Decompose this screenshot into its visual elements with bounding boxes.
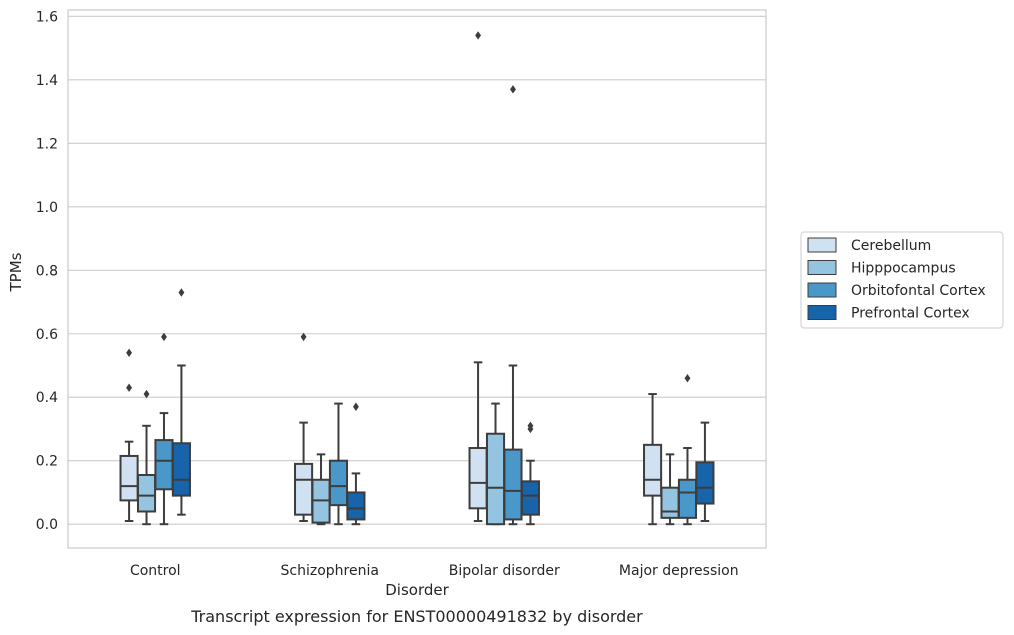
outlier-point [352, 402, 359, 411]
box [346, 402, 366, 526]
outlier-point [126, 348, 133, 357]
series-orbitofontal-cortex [154, 85, 698, 526]
series-cerebellum [119, 31, 663, 526]
y-tick-label: 0.0 [36, 517, 58, 533]
series-prefrontal-cortex [171, 288, 715, 526]
box-iqr [660, 486, 680, 519]
box [677, 373, 698, 526]
y-tick-label: 0.6 [36, 327, 58, 343]
legend-label: Prefrontal Cortex [851, 306, 970, 322]
box-iqr [294, 462, 314, 516]
box-iqr [503, 448, 523, 521]
outlier-point [475, 31, 482, 40]
box [503, 85, 523, 526]
box [468, 31, 488, 523]
box-iqr [520, 480, 540, 516]
box [660, 453, 680, 526]
y-axis-label: TPMs [7, 252, 25, 292]
box-iqr [643, 443, 663, 497]
box-iqr [136, 473, 157, 513]
outlier-point [510, 85, 516, 94]
outlier-point [126, 383, 133, 392]
legend-label: Orbitofontal Cortex [851, 283, 986, 299]
y-tick-label: 0.4 [36, 390, 58, 406]
legend-label: Hipppocampus [851, 261, 956, 277]
outlier-point [300, 332, 307, 342]
outlier-point [684, 373, 691, 383]
y-tick-label: 0.8 [36, 263, 58, 279]
outlier-point [527, 424, 534, 434]
box [328, 402, 349, 526]
box [311, 453, 331, 526]
y-tick-label: 0.2 [36, 454, 58, 470]
box-iqr [677, 478, 698, 519]
box [171, 288, 191, 516]
box-iqr [695, 461, 715, 505]
x-axis-label: Disorder [385, 581, 449, 599]
x-tick-label: Schizophrenia [281, 563, 379, 579]
outlier-point [178, 288, 185, 297]
legend-swatch [807, 282, 837, 298]
outlier-point [143, 389, 150, 399]
y-tick-labels: 0.0 0.2 0.4 0.6 0.8 1.0 1.2 1.4 1.6 [36, 9, 58, 533]
box [485, 402, 506, 526]
box [154, 332, 174, 526]
box-iqr [328, 459, 349, 507]
y-tick-label: 1.0 [36, 200, 58, 216]
box-series [119, 31, 715, 526]
outlier-point [161, 332, 167, 342]
box [520, 421, 540, 526]
box [643, 393, 663, 526]
box [695, 421, 715, 523]
box [294, 332, 314, 523]
box-iqr [171, 442, 191, 497]
x-tick-label: Control [130, 563, 181, 579]
y-tick-label: 1.6 [36, 9, 58, 25]
y-tick-label: 1.4 [36, 73, 58, 89]
legend-swatch [807, 305, 837, 320]
legend-frame [800, 231, 1004, 329]
legend-label: Cerebellum [851, 238, 931, 254]
legend-swatch [807, 260, 837, 275]
box [119, 348, 139, 523]
box-iqr [119, 454, 139, 502]
box-iqr [154, 439, 174, 491]
legend: Cerebellum Hipppocampus Orbitofontal Corte… [800, 231, 1004, 329]
box-iqr [346, 491, 366, 521]
chart-caption: Transcript expression for ENST0000049183… [190, 607, 643, 626]
box-iqr [468, 447, 488, 510]
x-tick-label: Major depression [619, 563, 739, 579]
y-tick-label: 1.2 [36, 136, 58, 152]
box [136, 389, 157, 526]
series-hipppocampus [136, 389, 680, 526]
plot-frame [67, 9, 767, 549]
x-tick-labels: Control Schizophrenia Bipolar disorder Majo… [130, 563, 739, 579]
box-iqr [485, 432, 506, 526]
legend-swatch [807, 237, 837, 253]
x-tick-label: Bipolar disorder [449, 563, 560, 579]
